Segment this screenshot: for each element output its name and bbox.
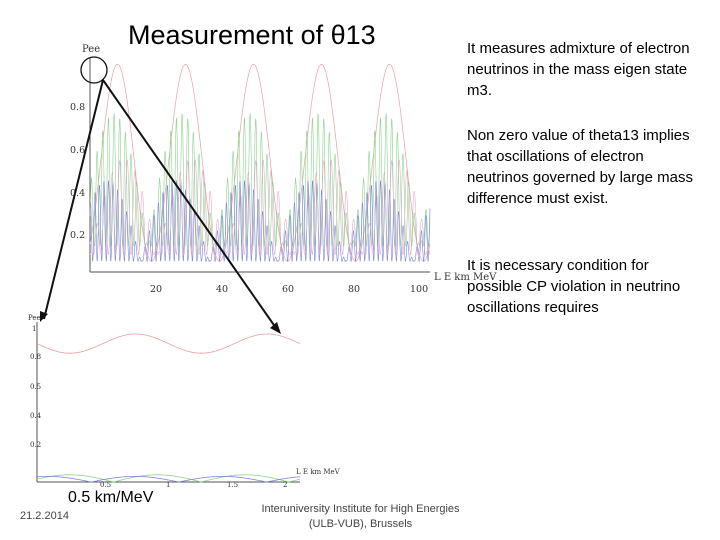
zoom-arrowhead-left (40, 311, 48, 322)
bottom-y-tick: 0.2 (30, 441, 41, 449)
bottom-y-tick: 0.4 (30, 412, 42, 420)
scale-label: 0.5 km/MeV (68, 489, 154, 506)
bottom-y-label: Pee (28, 314, 41, 322)
bottom-x-tick: 0.5 (100, 481, 111, 489)
top-plot: Pee L E km MeV 20 40 60 80 100 0.8 0.6 0… (70, 44, 497, 295)
top-y-tick: 0.2 (70, 230, 85, 241)
top-x-tick: 20 (150, 284, 162, 295)
bottom-x-label: L E km MeV (296, 468, 341, 476)
paragraph-admixture: It measures admixture of electron neutri… (467, 40, 690, 99)
bottom-x-tick: 1.5 (227, 481, 238, 489)
slide-title: Measurement of θ13 (128, 20, 376, 50)
bottom-y-tick: 1 (32, 325, 36, 333)
bottom-y-tick: 0.5 (30, 383, 41, 391)
curve-red-zoom (36, 333, 301, 354)
top-x-label: L E km MeV (434, 272, 497, 283)
curve-blue (89, 180, 431, 263)
paragraph-cp-violation: It is necessary condition for possible C… (467, 257, 681, 316)
top-y-label: Pee (82, 44, 100, 55)
paragraph-nonzero-theta13: Non zero value of theta13 implies that o… (467, 127, 693, 207)
top-y-tick: 0.6 (70, 145, 85, 156)
curve-green (89, 113, 431, 248)
bottom-x-tick: 2 (283, 481, 287, 489)
curve-blue-zoom (36, 476, 300, 483)
top-y-tick: 0.4 (70, 188, 85, 199)
top-x-tick: 100 (410, 284, 428, 295)
zoom-annotation (40, 56, 281, 334)
zoom-arrow-right (102, 79, 277, 329)
zoom-arrow-left (43, 79, 104, 320)
bottom-plot: Pee L E km MeV 0.5 1 1.5 2 1 0.8 0.5 0.4… (28, 314, 341, 489)
curve-pink (89, 159, 431, 256)
zoom-arrowhead-right (270, 322, 281, 334)
bottom-y-tick: 0.8 (30, 353, 41, 361)
bottom-x-tick: 1 (166, 481, 170, 489)
footer-date: 21.2.2014 (20, 510, 69, 522)
footer-institute: Interuniversity Institute for High Energ… (261, 503, 460, 530)
top-x-tick: 40 (216, 284, 228, 295)
zoom-circle (80, 56, 108, 84)
top-x-tick: 60 (282, 284, 294, 295)
top-x-tick: 80 (348, 284, 360, 295)
curve-green-zoom (36, 474, 301, 483)
top-y-tick: 0.8 (70, 102, 85, 113)
